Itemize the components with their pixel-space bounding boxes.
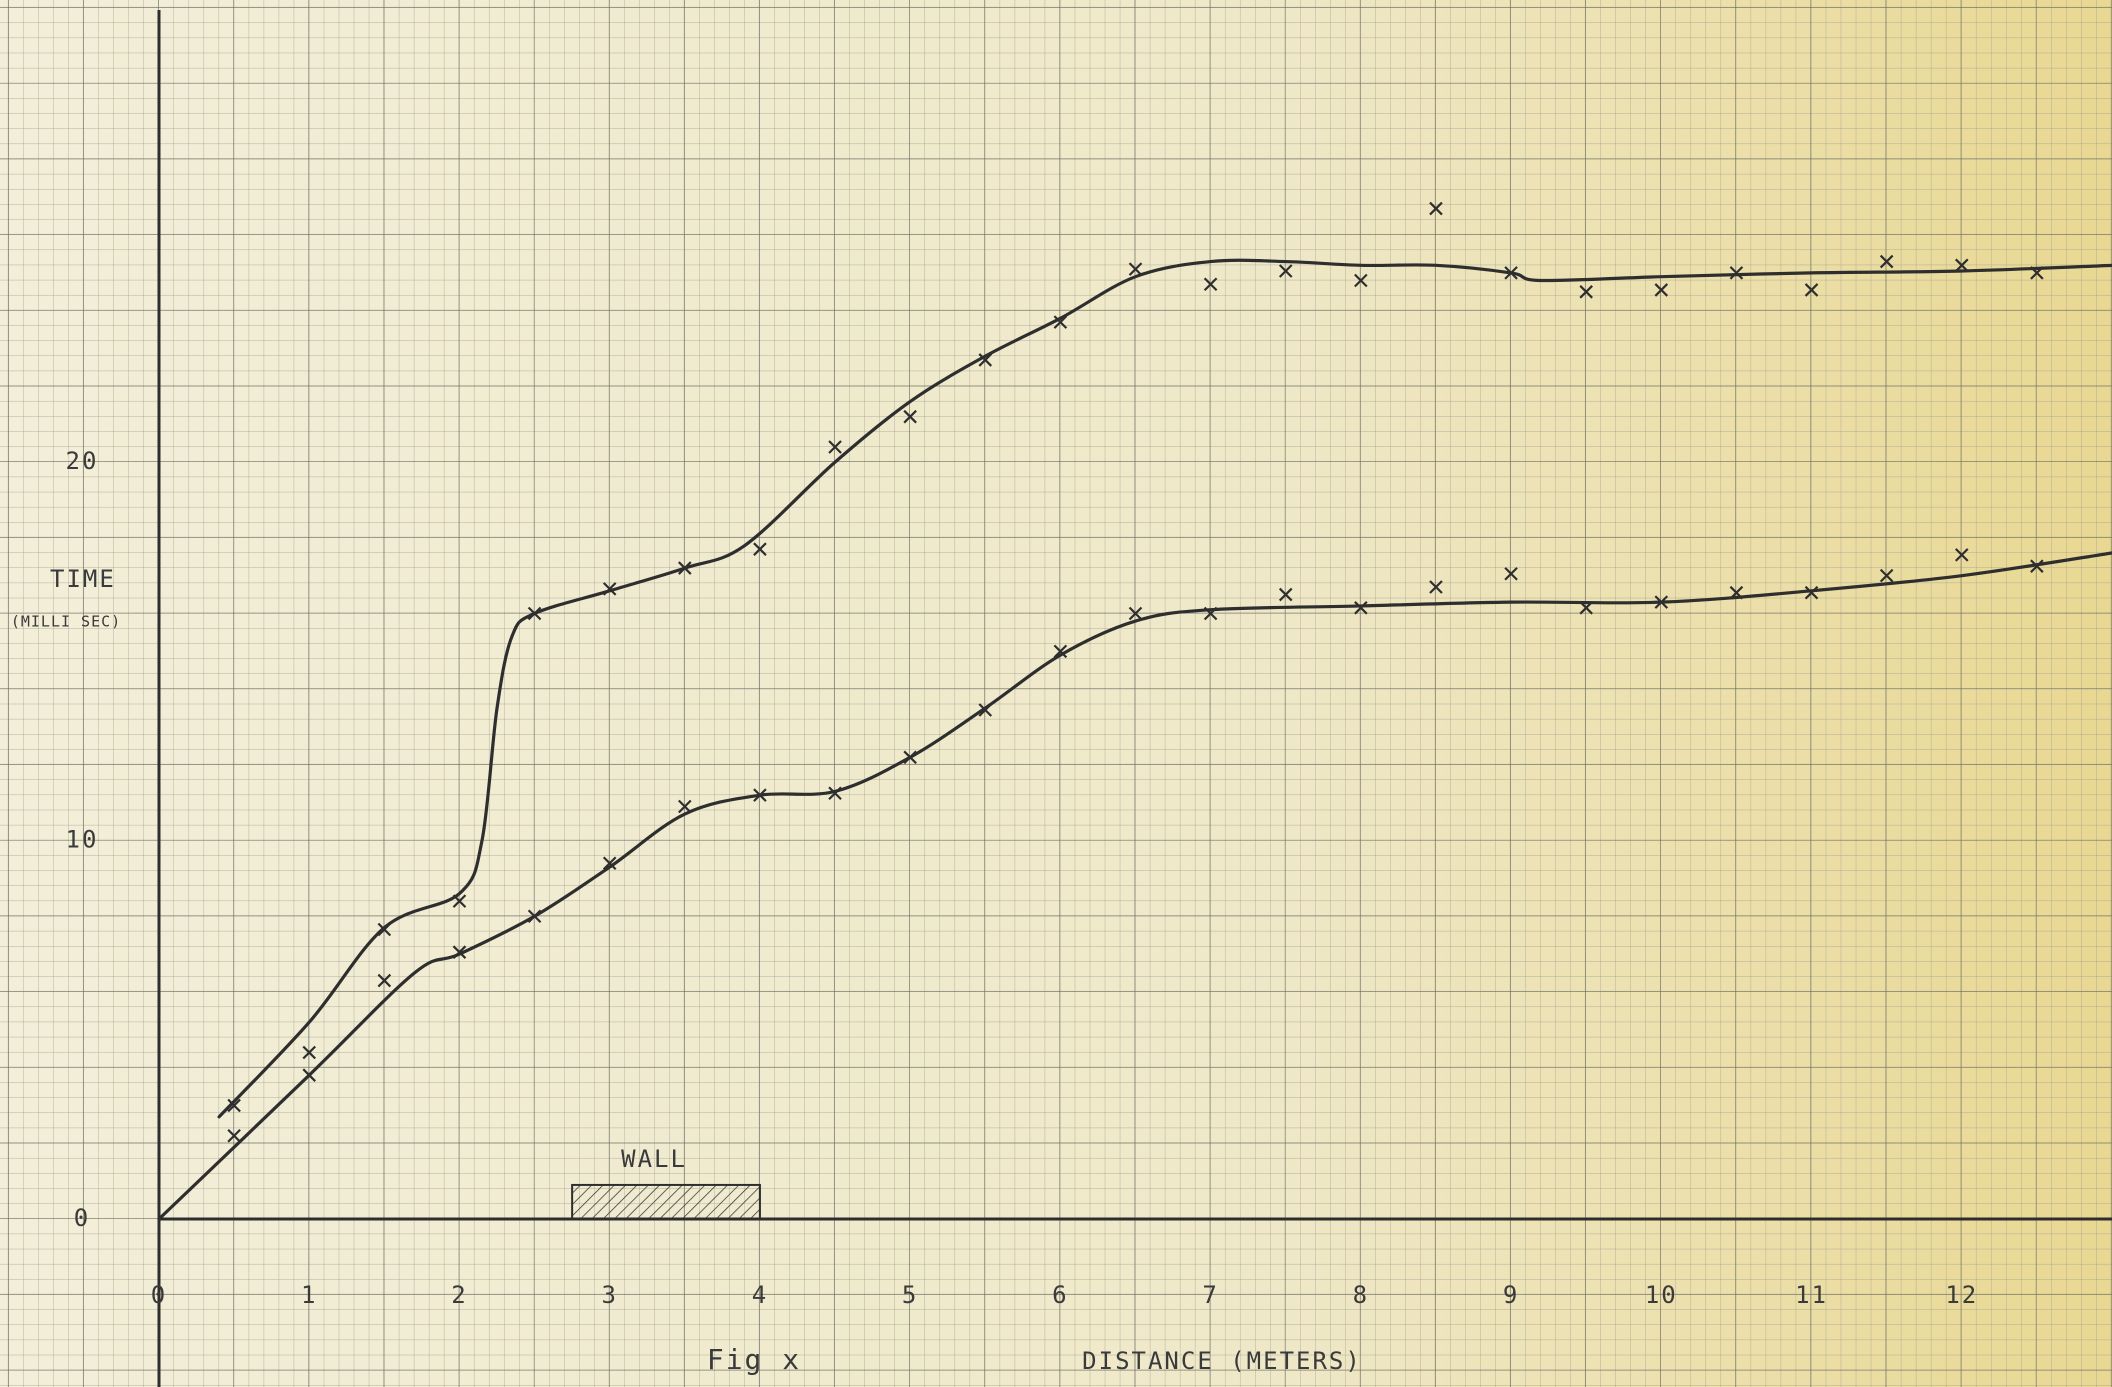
- x-tick-label: 10: [1645, 1281, 1678, 1309]
- wall: [572, 1185, 760, 1219]
- x-tick-label: 11: [1795, 1281, 1828, 1309]
- x-tick-label: 0: [151, 1281, 167, 1309]
- x-tick-label: 5: [902, 1281, 918, 1309]
- x-tick-label: 2: [451, 1281, 467, 1309]
- y-axis-unit: (MILLI SEC): [11, 613, 121, 631]
- y-tick-label: 0: [74, 1204, 90, 1232]
- y-axis-label: TIME: [50, 565, 116, 593]
- x-tick-label: 12: [1945, 1281, 1978, 1309]
- y-tick-label: 10: [66, 826, 99, 854]
- page: TIME (MILLI SEC) Fig x DISTANCE (METERS)…: [0, 0, 2112, 1387]
- x-tick-label: 8: [1353, 1281, 1369, 1309]
- x-tick-label: 1: [301, 1281, 317, 1309]
- caption: Fig x: [707, 1343, 801, 1376]
- x-axis-label: DISTANCE (METERS): [1082, 1347, 1362, 1375]
- y-tick-label: 20: [66, 447, 99, 475]
- chart: TIME (MILLI SEC) Fig x DISTANCE (METERS)…: [0, 0, 2112, 1387]
- x-tick-label: 7: [1202, 1281, 1218, 1309]
- x-tick-label: 4: [752, 1281, 768, 1309]
- paper-grid: [0, 0, 2112, 1387]
- x-tick-label: 6: [1052, 1281, 1068, 1309]
- wall-label: WALL: [621, 1145, 687, 1173]
- x-tick-label: 9: [1503, 1281, 1519, 1309]
- x-tick-label: 3: [601, 1281, 617, 1309]
